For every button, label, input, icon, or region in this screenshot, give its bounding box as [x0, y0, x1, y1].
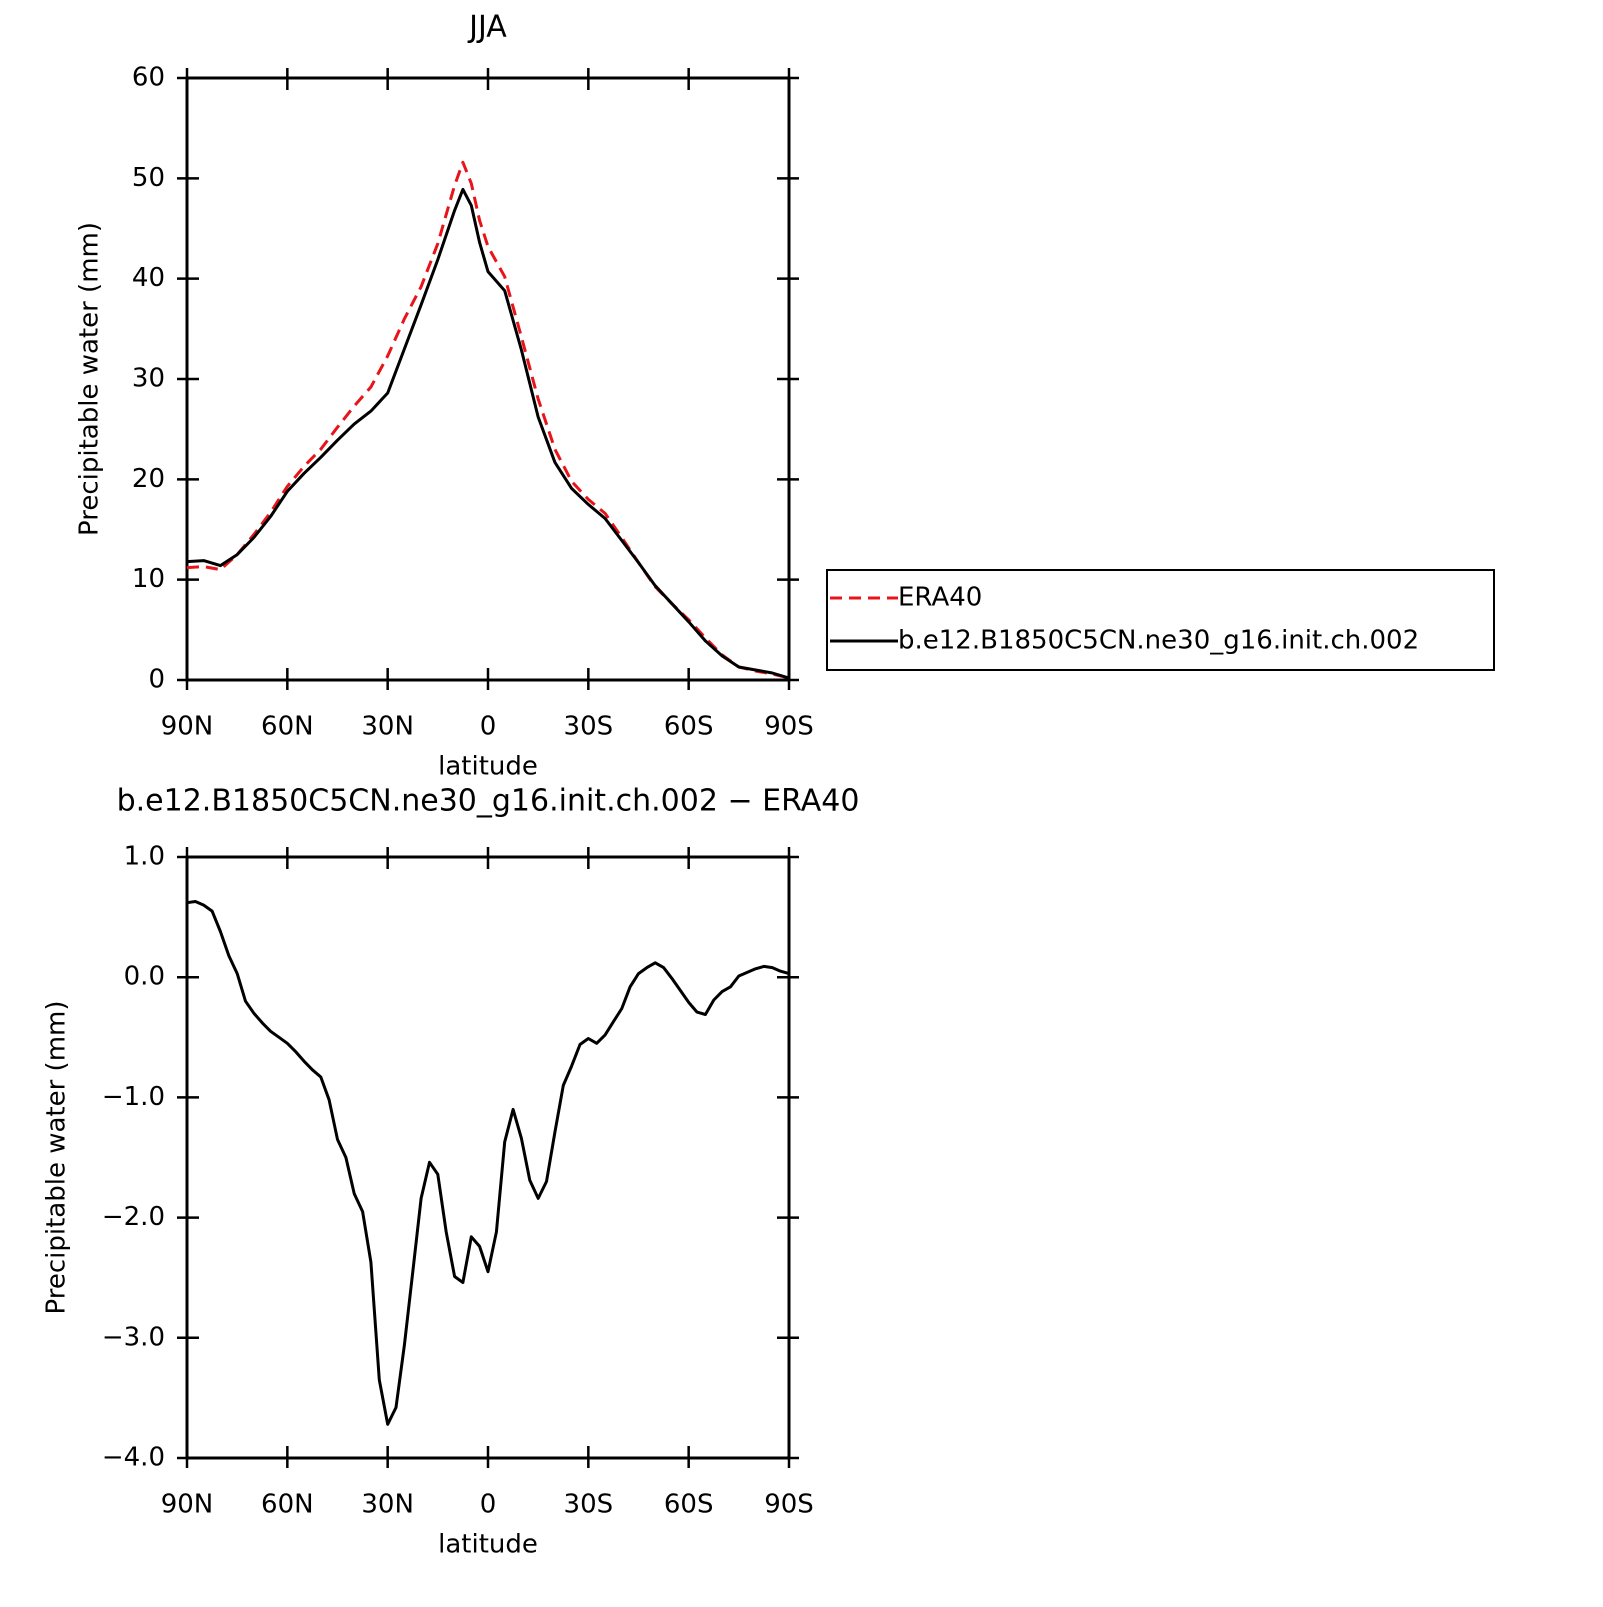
y-tick-label: 60	[132, 63, 165, 93]
y-tick-label: 50	[132, 163, 165, 193]
plot-frame	[185, 855, 791, 1460]
y-tick-label: 40	[132, 263, 165, 293]
x-tick-label: 30S	[564, 1490, 614, 1520]
y-tick-label: 1.0	[124, 842, 165, 872]
y-tick-label: 20	[132, 464, 165, 494]
x-tick-label: 0	[480, 1490, 497, 1520]
x-tick-label: 60N	[261, 1490, 314, 1520]
y-tick-label: −3.0	[102, 1322, 165, 1352]
chart-title: b.e12.B1850C5CN.ne30_g16.init.ch.002 − E…	[117, 784, 860, 819]
data-line	[186, 187, 790, 680]
data-line	[186, 900, 790, 1426]
x-tick-label: 90S	[764, 712, 814, 742]
legend-box	[826, 569, 1495, 671]
x-tick-label: 60S	[664, 712, 714, 742]
x-tick-label: 30N	[361, 712, 414, 742]
x-tick-label: 90S	[764, 1490, 814, 1520]
legend-label: b.e12.B1850C5CN.ne30_g16.init.ch.002	[898, 626, 1419, 656]
y-tick-label: 30	[132, 364, 165, 394]
y-tick-label: 0	[148, 665, 165, 695]
y-tick-label: −1.0	[102, 1082, 165, 1112]
x-axis-label: latitude	[438, 752, 538, 782]
x-tick-label: 0	[480, 712, 497, 742]
y-tick-label: −2.0	[102, 1202, 165, 1232]
x-tick-label: 30S	[564, 712, 614, 742]
y-tick-label: 0.0	[124, 962, 165, 992]
x-tick-label: 60N	[261, 712, 314, 742]
y-axis-label: Precipitable water (mm)	[75, 222, 105, 536]
x-tick-label: 90N	[161, 712, 214, 742]
x-tick-label: 60S	[664, 1490, 714, 1520]
y-tick-label: 10	[132, 564, 165, 594]
plot-frame	[185, 76, 791, 682]
x-tick-label: 30N	[361, 1490, 414, 1520]
y-tick-label: −4.0	[102, 1443, 165, 1473]
legend-label: ERA40	[898, 583, 982, 613]
x-tick-label: 90N	[161, 1490, 214, 1520]
data-line	[186, 160, 790, 680]
y-axis-label: Precipitable water (mm)	[42, 1001, 72, 1315]
x-axis-label: latitude	[438, 1530, 538, 1560]
chart-title: JJA	[467, 10, 507, 45]
